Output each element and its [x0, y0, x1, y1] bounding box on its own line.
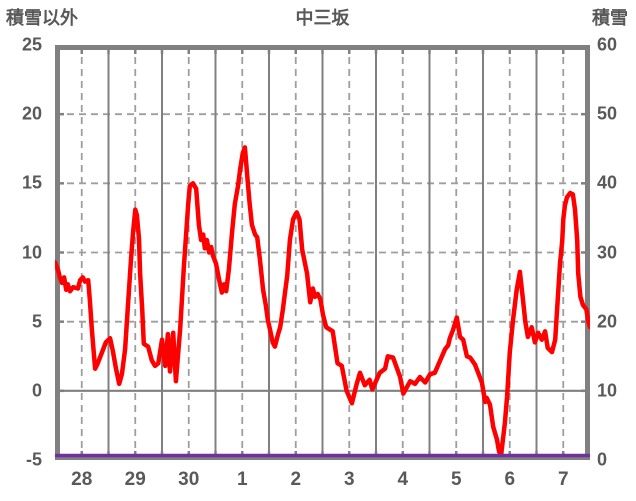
- y-axis-label-right: 30: [597, 242, 618, 262]
- y-axis-label-left: -5: [25, 449, 42, 470]
- x-axis-label: 28: [71, 469, 93, 490]
- x-axis-label: 2: [290, 469, 302, 490]
- y-axis-label-left: 0: [31, 380, 42, 401]
- x-axis-label: 30: [178, 469, 200, 490]
- y-axis-label-right: 0: [597, 449, 608, 470]
- y-axis-label-left: 20: [21, 103, 42, 124]
- x-axis-label: 7: [557, 469, 569, 490]
- left-axis-title: 積雪以外: [6, 8, 78, 28]
- x-axis-label: 6: [504, 469, 516, 490]
- y-axis-label-right: 60: [597, 34, 618, 55]
- y-axis-label-left: 15: [21, 172, 42, 193]
- y-axis-label-right: 40: [597, 172, 618, 193]
- y-axis-label-left: 10: [21, 242, 42, 262]
- y-axis-label-right: 50: [597, 103, 618, 124]
- x-axis-label: 3: [343, 469, 355, 490]
- plot-frame: [55, 45, 590, 460]
- x-axis-label: 4: [397, 469, 409, 490]
- y-axis-label-left: 25: [21, 34, 42, 55]
- plot-area: [55, 45, 590, 460]
- y-axis-label-left: 5: [31, 311, 42, 332]
- x-axis-label: 1: [236, 469, 248, 490]
- chart-title: 中三坂: [295, 8, 350, 28]
- y-axis-label-right: 10: [597, 380, 618, 401]
- x-axis-label: 29: [124, 469, 146, 490]
- right-axis-title: 積雪: [592, 8, 628, 28]
- x-axis-label: 5: [450, 469, 462, 490]
- temperature-line: [55, 145, 590, 457]
- y-axis-label-right: 20: [597, 311, 618, 332]
